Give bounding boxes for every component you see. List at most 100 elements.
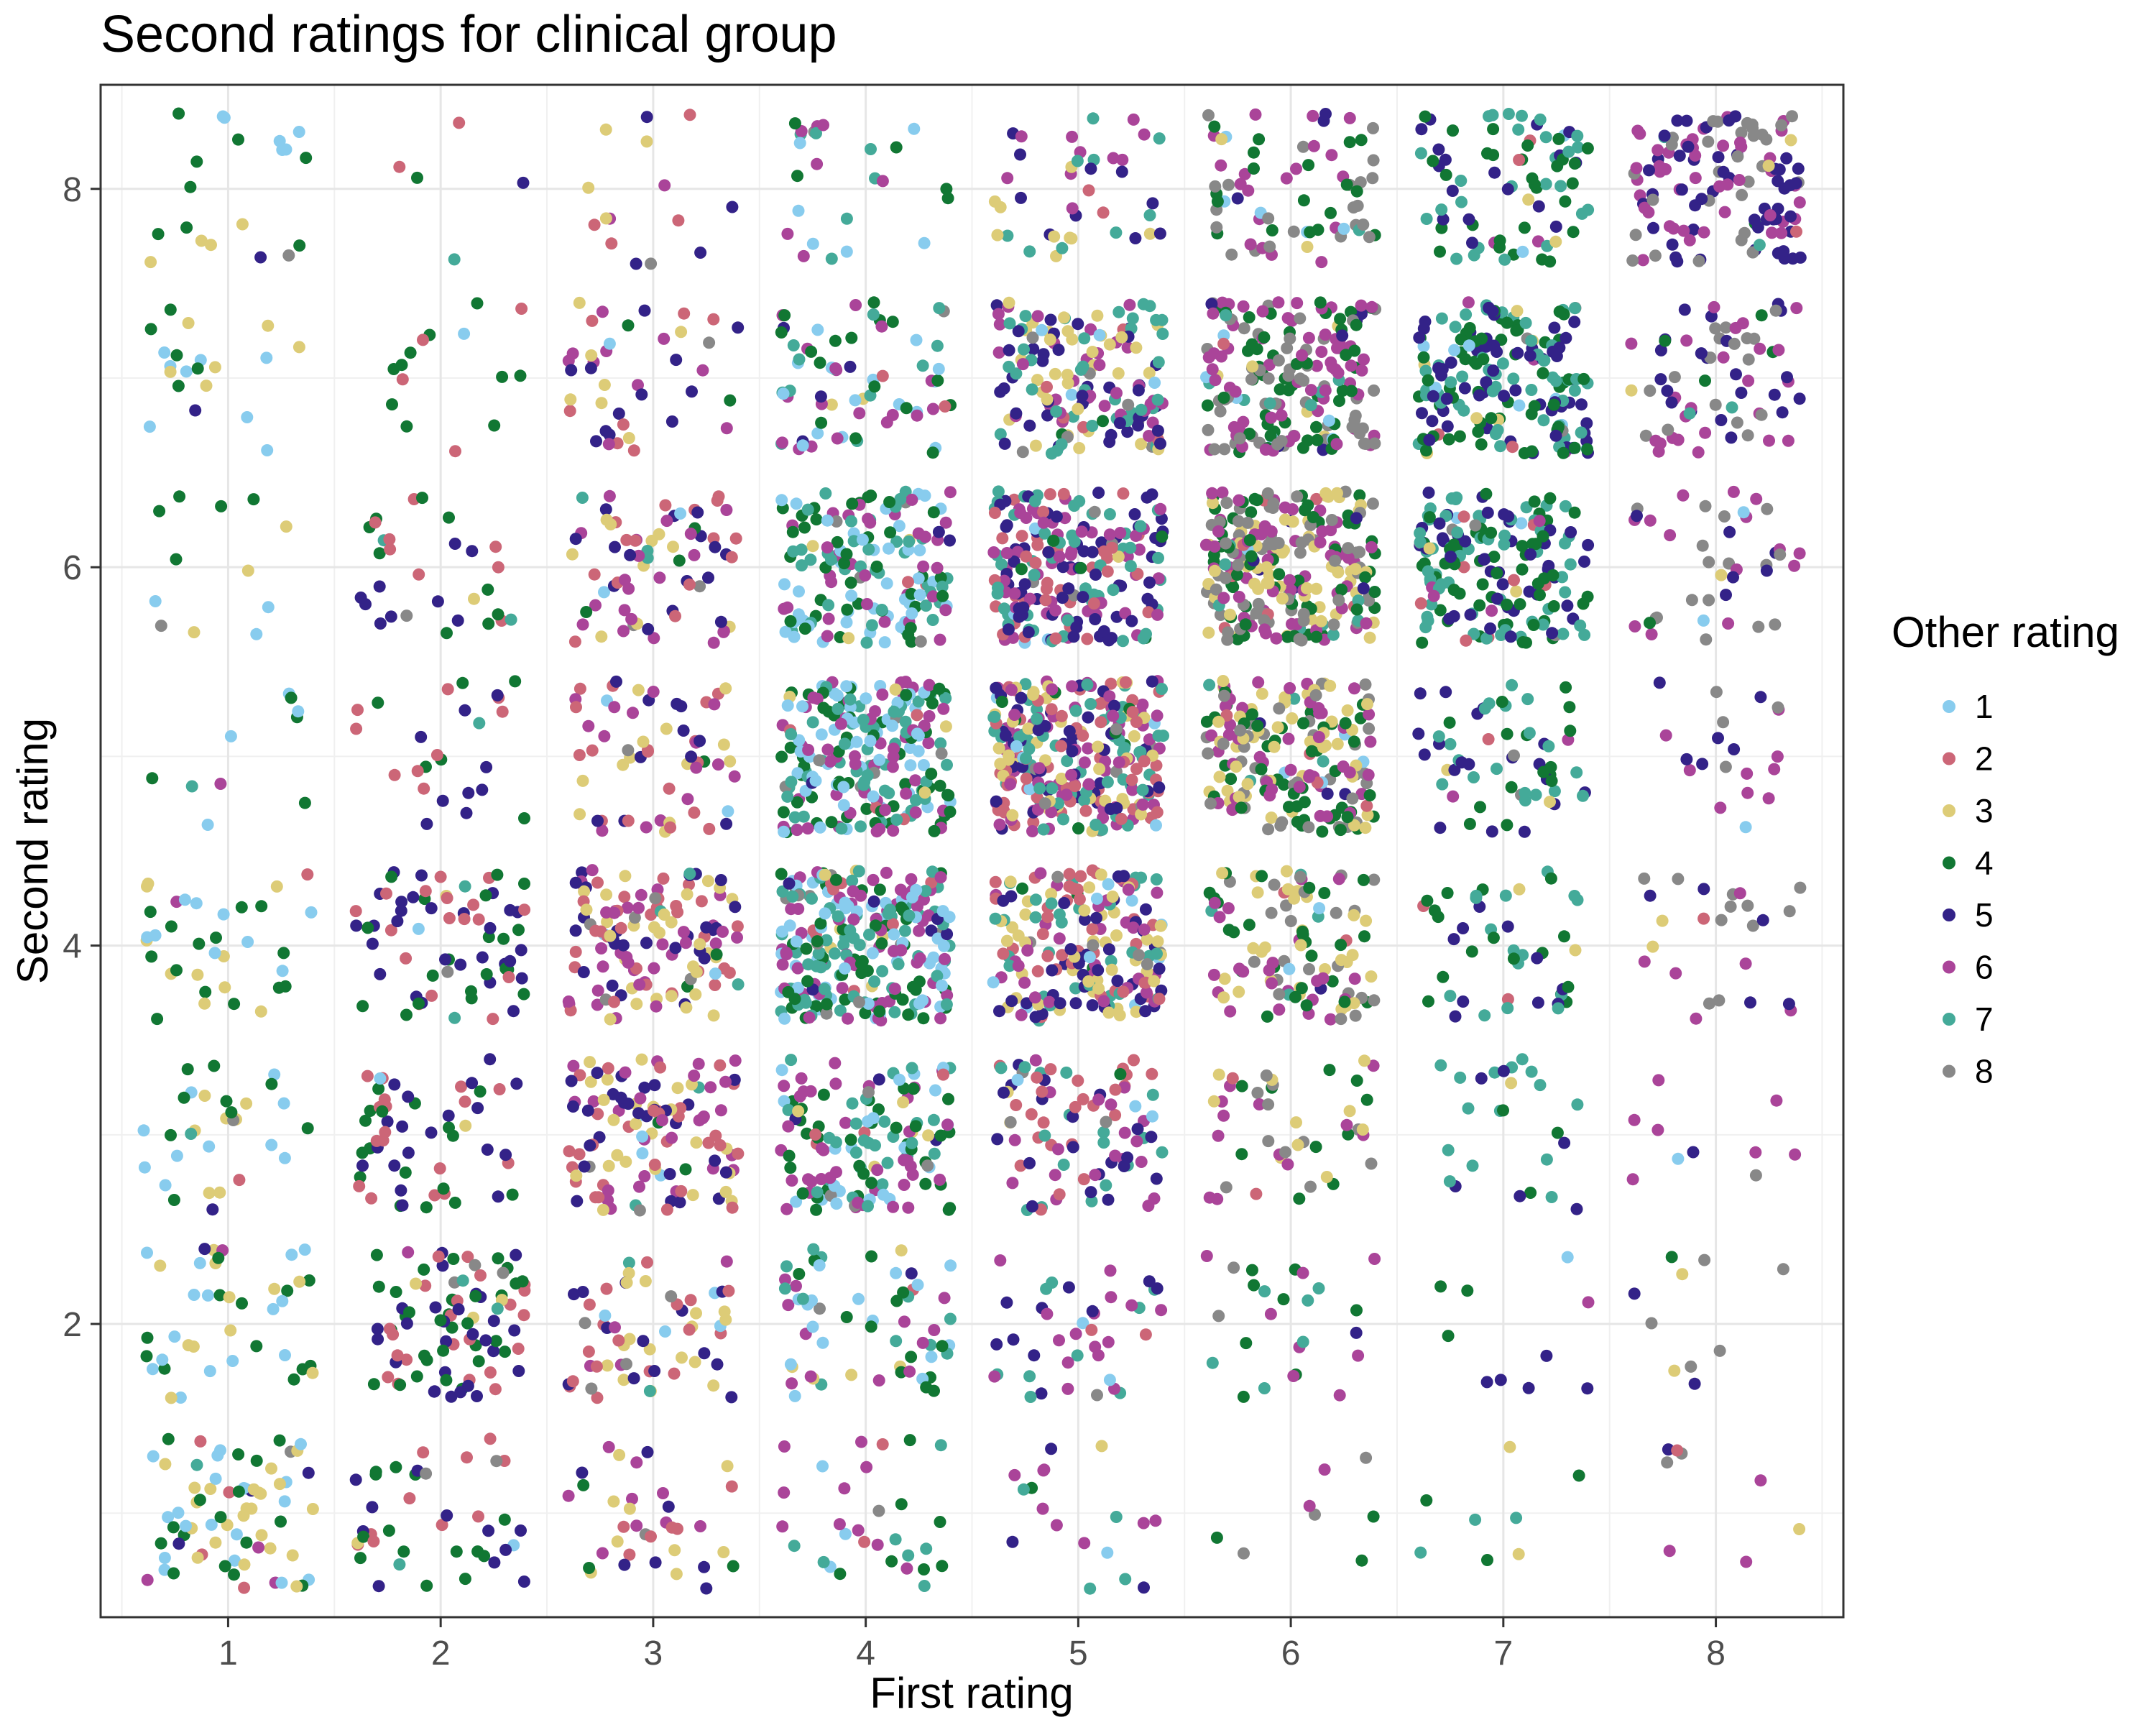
scatter-point xyxy=(1243,428,1256,440)
scatter-point xyxy=(1267,497,1280,510)
scatter-point xyxy=(872,1374,885,1387)
scatter-point xyxy=(784,1162,797,1174)
scatter-point xyxy=(1310,582,1323,595)
scatter-point xyxy=(390,1460,402,1473)
scatter-point xyxy=(647,686,660,698)
scatter-point xyxy=(1245,373,1258,386)
scatter-point xyxy=(1717,165,1730,178)
scatter-point xyxy=(1130,530,1142,542)
scatter-point xyxy=(482,1524,495,1537)
scatter-point xyxy=(184,180,197,193)
scatter-point xyxy=(775,326,788,339)
scatter-point xyxy=(1474,801,1486,814)
scatter-point xyxy=(1507,952,1520,965)
scatter-point xyxy=(1346,420,1359,433)
scatter-point xyxy=(1109,1109,1122,1121)
scatter-point xyxy=(1547,398,1560,411)
scatter-point xyxy=(268,1282,281,1295)
scatter-point xyxy=(1047,534,1060,547)
scatter-point xyxy=(1546,627,1559,640)
scatter-point xyxy=(1529,788,1542,801)
scatter-point xyxy=(1105,677,1118,690)
scatter-point xyxy=(813,1259,826,1271)
scatter-point xyxy=(1078,904,1091,917)
scatter-point xyxy=(1106,891,1119,903)
scatter-point xyxy=(1273,568,1286,581)
scatter-point xyxy=(262,319,275,332)
scatter-point xyxy=(573,1148,586,1161)
scatter-point xyxy=(280,520,292,533)
scatter-point xyxy=(1081,632,1094,645)
scatter-point xyxy=(1549,374,1562,387)
scatter-point xyxy=(1232,515,1245,528)
scatter-point xyxy=(1117,985,1130,998)
scatter-point xyxy=(480,968,493,980)
scatter-point xyxy=(230,1528,243,1541)
scatter-point xyxy=(1013,602,1026,615)
scatter-point xyxy=(1023,245,1036,258)
scatter-point xyxy=(1105,1098,1118,1111)
scatter-point xyxy=(1487,149,1500,162)
scatter-point xyxy=(998,602,1010,615)
scatter-point xyxy=(1554,180,1567,193)
scatter-point xyxy=(1217,391,1230,404)
scatter-point xyxy=(708,698,721,711)
scatter-point xyxy=(584,1056,596,1069)
scatter-point xyxy=(793,353,806,366)
scatter-point xyxy=(1250,343,1263,356)
scatter-point xyxy=(1234,178,1247,190)
scatter-point xyxy=(1742,374,1755,387)
scatter-point xyxy=(1358,353,1370,366)
scatter-point xyxy=(1225,248,1238,261)
scatter-point xyxy=(396,1199,409,1212)
scatter-point xyxy=(628,911,641,924)
scatter-point xyxy=(918,1580,931,1592)
scatter-point xyxy=(1271,721,1284,734)
scatter-point xyxy=(276,965,289,978)
scatter-point xyxy=(1723,114,1736,127)
scatter-point xyxy=(1342,551,1355,564)
scatter-point xyxy=(790,935,803,948)
scatter-point xyxy=(1325,206,1337,219)
scatter-point xyxy=(580,903,593,916)
scatter-point xyxy=(1049,632,1062,645)
scatter-point xyxy=(1003,317,1016,330)
scatter-point xyxy=(1697,912,1710,925)
scatter-point xyxy=(834,717,847,730)
scatter-point xyxy=(845,589,858,602)
scatter-point xyxy=(1251,886,1264,899)
scatter-point xyxy=(1227,926,1240,939)
scatter-point xyxy=(584,362,597,374)
scatter-point xyxy=(173,490,186,503)
scatter-point xyxy=(797,249,810,262)
scatter-point xyxy=(778,1440,791,1453)
scatter-point xyxy=(1420,444,1432,457)
scatter-point xyxy=(469,1259,482,1271)
scatter-point xyxy=(1095,1440,1108,1453)
scatter-point xyxy=(912,745,925,758)
scatter-point xyxy=(638,304,651,317)
scatter-point xyxy=(879,804,892,816)
scatter-point xyxy=(895,944,908,957)
scatter-point xyxy=(1455,175,1468,187)
scatter-point xyxy=(564,393,577,406)
scatter-point xyxy=(653,926,665,939)
scatter-point xyxy=(1512,1547,1525,1560)
scatter-point xyxy=(1666,238,1679,251)
scatter-point xyxy=(1488,551,1501,564)
scatter-point xyxy=(1107,584,1120,597)
scatter-point xyxy=(636,1147,649,1160)
scatter-point xyxy=(642,622,655,635)
scatter-point xyxy=(1151,935,1164,948)
scatter-point xyxy=(504,903,517,916)
scatter-point xyxy=(1525,334,1538,347)
scatter-point xyxy=(1055,438,1068,451)
scatter-point xyxy=(1496,578,1509,591)
scatter-point xyxy=(1117,487,1130,500)
scatter-point xyxy=(372,1333,384,1346)
scatter-point xyxy=(927,506,940,519)
scatter-point xyxy=(1053,1188,1066,1201)
scatter-point xyxy=(587,1095,600,1108)
scatter-point xyxy=(1775,119,1788,132)
scatter-point xyxy=(1062,1281,1075,1294)
